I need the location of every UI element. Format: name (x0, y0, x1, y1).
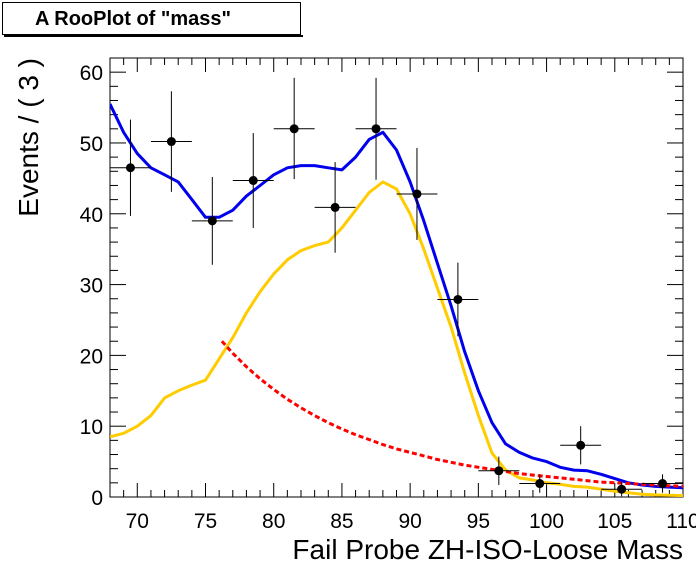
data-point-group (273, 77, 315, 180)
data-point (494, 466, 504, 476)
data-point (289, 124, 299, 134)
curve-2 (110, 180, 683, 497)
data-point (330, 202, 340, 212)
x-axis-title: Fail Probe ZH-ISO-Loose Mass (292, 534, 683, 565)
x-tick-label: 100 (529, 510, 564, 533)
x-tick-label: 75 (194, 510, 217, 533)
data-point-group (191, 176, 233, 265)
x-tick-label: 80 (262, 510, 285, 533)
curves-layer (110, 103, 683, 497)
plot-title-box: A RooPlot of "mass" (2, 2, 303, 37)
data-point (412, 189, 422, 199)
data-point (248, 175, 258, 185)
data-points-layer (110, 77, 683, 497)
data-point-group (601, 482, 643, 497)
curve-1 (110, 103, 683, 490)
x-tick-label: 110 (666, 510, 696, 533)
y-tick-label: 0 (91, 487, 103, 510)
y-axis-title: Events / ( 3 ) (13, 58, 44, 217)
y-tick-label: 40 (80, 204, 103, 227)
x-tick-label: 105 (597, 510, 632, 533)
y-tick-label: 30 (80, 275, 103, 298)
y-tick-label: 60 (80, 62, 103, 85)
x-tick-label: 90 (398, 510, 421, 533)
data-point (207, 216, 217, 226)
data-point-group (150, 91, 192, 192)
data-point (535, 479, 545, 489)
plot-frame-layer (109, 57, 684, 498)
y-tick-label: 10 (80, 416, 103, 439)
x-tick-label: 85 (330, 510, 353, 533)
y-tick-label: 20 (80, 345, 103, 368)
data-point (658, 479, 668, 489)
y-tick-label: 50 (80, 133, 103, 156)
data-point-group (437, 262, 479, 337)
axis-labels-layer: 70 75 80 85 90 95 100 105 110 0 10 20 30 40 50 60 Fail P… (13, 58, 696, 565)
data-point (576, 440, 586, 450)
data-point (617, 484, 627, 494)
data-point-group (110, 119, 151, 216)
data-point (371, 124, 381, 134)
data-point (125, 163, 135, 173)
axis-ticks-layer (109, 57, 684, 498)
data-point-group (232, 133, 274, 228)
plot-frame (109, 57, 684, 498)
data-point-group (519, 474, 561, 493)
data-point (166, 137, 176, 147)
data-point (453, 294, 463, 304)
x-tick-label: 95 (467, 510, 490, 533)
data-point-group (560, 426, 602, 465)
curve-3 (220, 340, 683, 488)
plot-title: A RooPlot of "mass" (35, 8, 232, 30)
data-point-group (355, 77, 397, 180)
data-point-group (396, 147, 438, 240)
data-point-group (642, 474, 683, 493)
data-point-group (478, 456, 520, 485)
x-tick-label: 70 (126, 510, 149, 533)
data-point-group (314, 162, 356, 253)
